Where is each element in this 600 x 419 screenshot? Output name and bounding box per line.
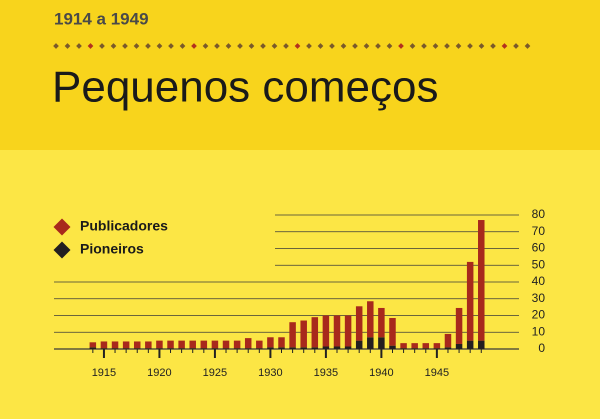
bar-segment <box>422 348 430 349</box>
bar-segment <box>89 347 97 349</box>
bar-segment <box>289 347 296 349</box>
bar-segment <box>145 348 152 349</box>
bar-segment <box>444 347 452 349</box>
dot <box>524 43 531 49</box>
bar-segment <box>478 220 485 341</box>
y-tick-label: 50 <box>532 257 546 271</box>
y-tick-label: 60 <box>532 241 546 255</box>
bar-segment <box>311 347 319 349</box>
x-tick-label: 1920 <box>147 367 171 379</box>
legend-label: Pioneiros <box>80 241 144 257</box>
legend-label: Publicadores <box>80 218 168 234</box>
bar-segment <box>200 348 208 349</box>
bar-segment <box>145 341 152 349</box>
bar-segment <box>433 343 441 349</box>
bar-segment <box>178 340 185 349</box>
bar-segment <box>178 348 185 349</box>
bar-segment <box>378 307 385 338</box>
bar-segment <box>256 340 263 349</box>
y-tick-label: 30 <box>532 291 546 305</box>
bar-segment <box>455 307 463 344</box>
bar-segment <box>89 342 97 348</box>
bar-segment <box>233 348 241 349</box>
bar-segment <box>478 340 485 349</box>
bar-segment <box>222 340 230 349</box>
bar-segment <box>133 348 141 349</box>
bar-segment <box>278 337 285 348</box>
bar-segment <box>311 317 319 348</box>
x-tick-label: 1930 <box>258 367 282 379</box>
bar-segment <box>189 340 196 349</box>
bar-segment <box>167 348 174 349</box>
bar-segment <box>300 347 307 349</box>
bar-segment <box>422 343 430 349</box>
bar-segment <box>244 348 252 349</box>
bar-segment <box>355 340 363 349</box>
bar-segment <box>122 348 130 349</box>
bar-segment <box>355 306 363 341</box>
bar-segment <box>289 322 296 348</box>
bar-segment <box>344 346 352 349</box>
y-tick-label: 80 <box>532 207 546 221</box>
bar-segment <box>300 320 307 348</box>
x-tick-label: 1915 <box>92 367 116 379</box>
chart-title: Pequenos começos <box>52 63 438 112</box>
bar-segment <box>211 348 219 349</box>
bar-segment <box>322 315 330 347</box>
x-tick-label: 1945 <box>425 367 449 379</box>
bar-segment <box>400 348 407 349</box>
y-tick-label: 40 <box>532 274 546 288</box>
bar-segment <box>455 343 463 349</box>
bar-segment <box>122 341 130 349</box>
bar-segment <box>433 348 441 349</box>
bar-segment <box>211 340 219 349</box>
bar-segment <box>389 318 396 346</box>
bar-segment <box>444 333 452 348</box>
chart-bg <box>0 150 600 419</box>
y-tick-label: 20 <box>532 308 546 322</box>
bar-segment <box>111 348 119 349</box>
bar-segment <box>156 340 163 349</box>
bar-segment <box>244 338 252 349</box>
header-bg <box>0 0 600 150</box>
bar-segment <box>200 340 208 349</box>
bar-segment <box>267 337 274 348</box>
y-tick-label: 0 <box>538 341 545 355</box>
bar-segment <box>100 348 108 349</box>
bar-segment <box>400 343 407 349</box>
bar-segment <box>411 348 418 349</box>
x-tick-label: 1935 <box>314 367 338 379</box>
bar-segment <box>367 301 374 338</box>
bar-segment <box>222 348 230 349</box>
bar-segment <box>189 348 196 349</box>
x-tick-label: 1925 <box>203 367 227 379</box>
bar-segment <box>344 315 352 347</box>
bar-segment <box>389 345 396 349</box>
bar-segment <box>367 337 374 349</box>
bar-segment <box>278 347 285 349</box>
bar-segment <box>333 315 341 347</box>
y-tick-label: 10 <box>532 324 546 338</box>
bar-segment <box>378 337 385 349</box>
bar-segment <box>233 340 241 349</box>
bar-segment <box>133 341 141 349</box>
bar-segment <box>333 346 341 349</box>
bar-segment <box>322 346 330 349</box>
dot <box>513 43 519 49</box>
bar-segment <box>100 341 108 349</box>
bar-segment <box>111 341 119 349</box>
bar-segment <box>466 340 474 349</box>
bar-segment <box>167 340 174 349</box>
bar-segment <box>267 347 274 349</box>
chart-subtitle: 1914 a 1949 <box>54 9 149 28</box>
y-tick-label: 70 <box>532 224 546 238</box>
x-tick-label: 1940 <box>369 367 393 379</box>
bar-segment <box>156 348 163 349</box>
bar-segment <box>466 261 474 341</box>
bar-segment <box>411 343 418 349</box>
bar-segment <box>256 348 263 349</box>
